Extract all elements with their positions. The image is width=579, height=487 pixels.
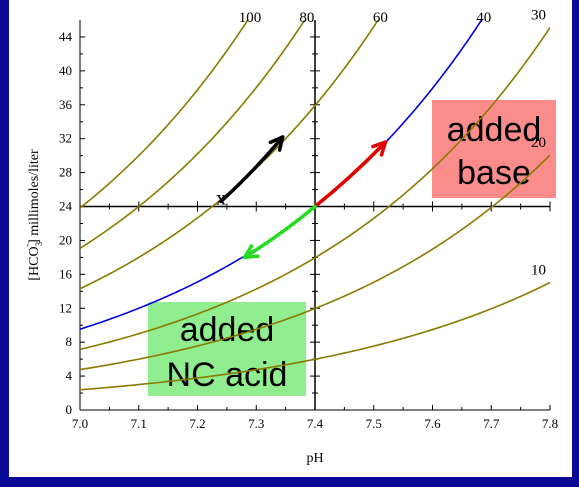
isobar-10: [80, 281, 550, 391]
y-axis-title-sup: -: [22, 244, 32, 247]
isobar-60: [80, 20, 380, 290]
y-tick-label: 28: [59, 165, 72, 180]
x-tick-label: 7.0: [72, 416, 88, 431]
x-tick-label: 7.5: [366, 416, 382, 431]
arrowhead-acidosis: [242, 244, 260, 260]
isobar-80: [80, 20, 306, 250]
y-tick-label: 12: [59, 300, 72, 315]
x-tick-label: 7.1: [131, 416, 147, 431]
y-tick-label: 20: [59, 232, 72, 247]
isobar-label-30: 30: [531, 8, 546, 24]
y-tick-label: 8: [66, 334, 73, 349]
added-base-box: added base: [432, 100, 556, 198]
arrowhead-alkalosis: [371, 140, 388, 157]
isobar-label-80: 80: [299, 10, 314, 26]
arrow-compensation: [219, 135, 285, 204]
plot-background: [9, 0, 572, 477]
arrow-acidosis: [242, 204, 317, 260]
y-tick-label: 16: [59, 266, 73, 281]
y-axis-title-pre: [HCO: [27, 246, 42, 280]
isobar-label-40: 40: [476, 10, 491, 26]
y-tick-label: 4: [66, 368, 73, 383]
y-tick-label: 32: [59, 131, 72, 146]
y-tick-label: 36: [59, 97, 73, 112]
isobar-label-60: 60: [373, 10, 388, 26]
x-tick-label: 7.4: [307, 416, 324, 431]
y-tick-label: 24: [59, 199, 73, 214]
y-tick-label: 44: [59, 29, 73, 44]
arrows: x: [216, 135, 388, 260]
added-base-label-line1: added: [447, 111, 542, 149]
x-tick-label: 7.8: [542, 416, 558, 431]
marker-x: x: [216, 187, 226, 209]
added-acid-label-line2: NC acid: [167, 356, 288, 394]
added-acid-label-line1: added: [180, 311, 275, 349]
y-axis-title: [HCO3-] millimoles/liter: [22, 149, 44, 281]
added-acid-box: added NC acid: [148, 302, 306, 396]
x-axis-title: pH: [306, 451, 323, 466]
isobar-label-20: 20: [531, 135, 546, 151]
x-tick-label: 7.2: [189, 416, 205, 431]
y-axis-title-sub: 3: [34, 241, 44, 246]
x-tick-label: 7.3: [248, 416, 264, 431]
x-tick-label: 7.7: [483, 416, 500, 431]
added-base-label-line2: base: [457, 154, 531, 192]
arrowhead-compensation: [268, 135, 285, 152]
axes: 7.0 7.1 7.2 7.3 7.4 7.5 7.6 7.7 7.8 0 4 8 12 16 20 24 28…: [59, 20, 558, 431]
y-tick-label: 0: [66, 402, 73, 417]
isobar-100: [80, 20, 249, 209]
isobar-30: [80, 27, 550, 351]
y-tick-label: 40: [59, 63, 72, 78]
y-axis-title-post: ] millimoles/liter: [27, 149, 42, 244]
isobar-20: [80, 154, 550, 371]
isobar-labels: 100 80 60 40 30 20 10: [239, 8, 546, 279]
isobar-label-100: 100: [239, 10, 262, 26]
isobar-label-10: 10: [531, 263, 546, 279]
arrow-alkalosis: [313, 140, 388, 209]
x-tick-label: 7.6: [424, 416, 441, 431]
